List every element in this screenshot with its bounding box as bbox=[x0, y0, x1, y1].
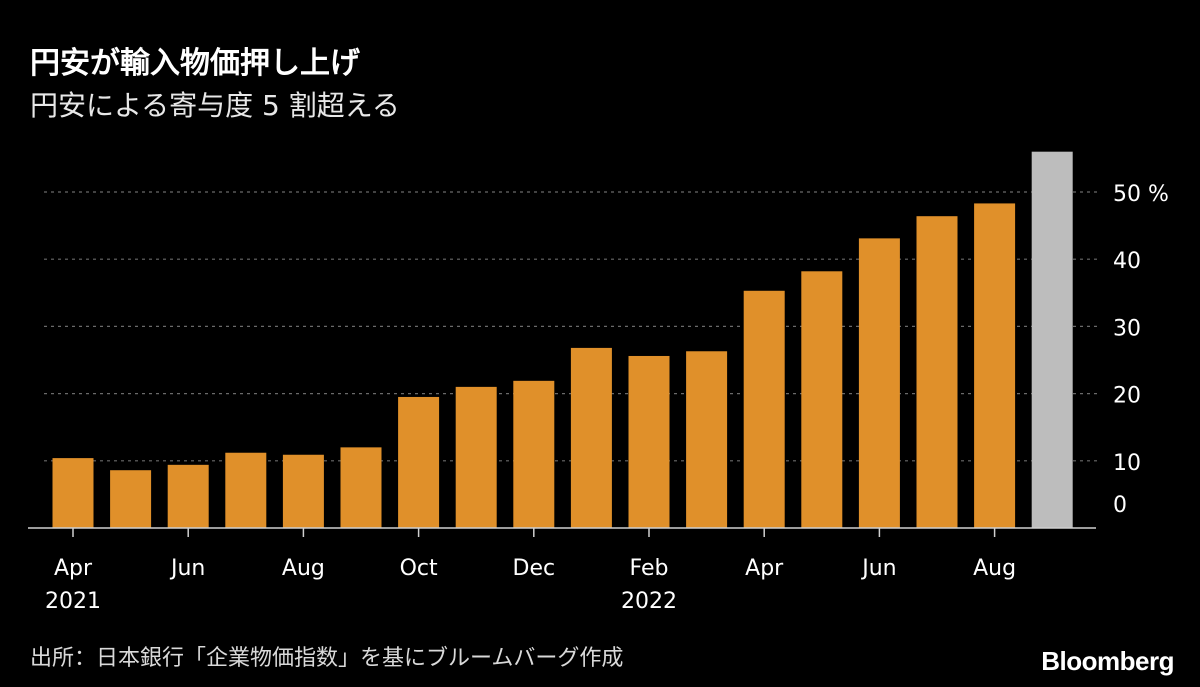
bar-2022-08 bbox=[974, 203, 1016, 528]
bar-2021-12 bbox=[513, 380, 555, 528]
bar-2022-03 bbox=[686, 351, 728, 528]
x-tick-label: Jun bbox=[860, 556, 896, 581]
x-tick-label: Apr bbox=[54, 556, 93, 581]
bar-2022-05 bbox=[801, 271, 843, 528]
bar-2022-04 bbox=[743, 290, 785, 528]
x-axis-ticks: Apr 2021 Jun Aug Oct Dec Feb 2022 Apr Jun Aug bbox=[45, 528, 1016, 614]
y-tick-label: 20 bbox=[1113, 384, 1141, 409]
x-tick-label: Oct bbox=[400, 556, 438, 581]
chart-title: 円安が輸入物価押し上げ bbox=[30, 46, 360, 81]
bar-2021-05 bbox=[110, 470, 152, 528]
y-tick-label: 0 bbox=[1113, 493, 1127, 518]
x-tick-year-label: 2022 bbox=[621, 589, 677, 614]
bar-2021-07 bbox=[225, 452, 267, 528]
bar-2021-04 bbox=[52, 458, 94, 528]
bars bbox=[52, 151, 1073, 529]
bloomberg-logo: Bloomberg bbox=[1041, 646, 1174, 676]
y-tick-label: 30 bbox=[1113, 316, 1141, 341]
bar-2021-11 bbox=[455, 386, 497, 528]
bar-2022-06 bbox=[858, 238, 900, 529]
bar-2021-10 bbox=[398, 396, 440, 528]
bar-2022-07 bbox=[916, 216, 958, 528]
bar-2022-02 bbox=[628, 355, 670, 528]
bar-2021-09 bbox=[340, 447, 382, 528]
x-tick-label: Jun bbox=[169, 556, 205, 581]
source-note: 出所：日本銀行「企業物価指数」を基にブルームバーグ作成 bbox=[30, 646, 624, 671]
x-tick-label: Aug bbox=[282, 556, 325, 581]
x-tick-label: Dec bbox=[513, 556, 556, 581]
x-tick-label: Feb bbox=[630, 556, 669, 581]
bar-latest bbox=[1031, 151, 1073, 528]
x-tick-label: Apr bbox=[745, 556, 784, 581]
y-tick-label: 50 % bbox=[1113, 182, 1169, 207]
y-axis-ticks: 0 10 20 30 40 50 % bbox=[1113, 182, 1169, 518]
y-tick-label: 40 bbox=[1113, 249, 1141, 274]
chart-subtitle: 円安による寄与度 5 割超える bbox=[30, 89, 400, 122]
x-tick-label: Aug bbox=[973, 556, 1016, 581]
bar-2022-01 bbox=[570, 347, 612, 528]
bar-2021-06 bbox=[167, 464, 209, 528]
bar-2021-08 bbox=[282, 454, 324, 528]
y-tick-label: 10 bbox=[1113, 451, 1141, 476]
x-tick-year-label: 2021 bbox=[45, 589, 101, 614]
